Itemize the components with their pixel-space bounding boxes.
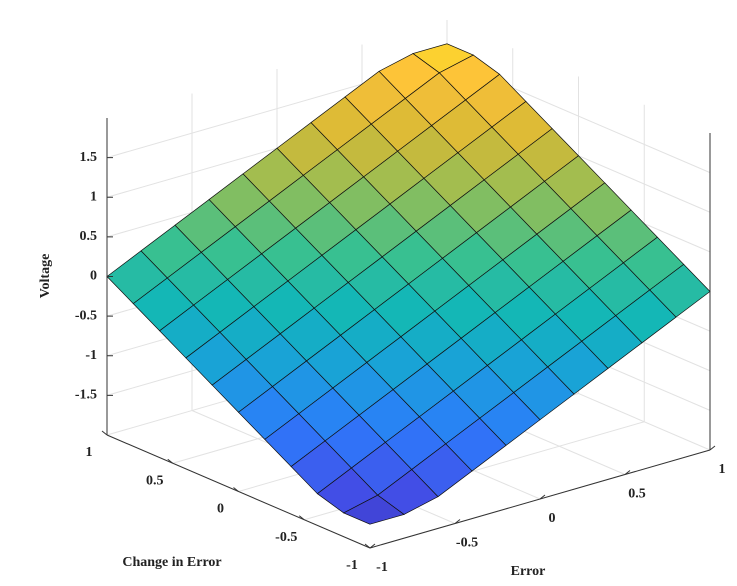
y-tick-label: -1 (346, 558, 358, 573)
x-tick-label: 0.5 (628, 487, 646, 502)
z-tick-label: -1 (85, 348, 97, 363)
y-tick-label: 1 (86, 445, 93, 460)
z-tick-label: 1 (90, 189, 97, 204)
z-tick-label: 0 (90, 269, 97, 284)
y-tick (233, 487, 239, 492)
y-tick-label: 0 (217, 502, 224, 517)
y-tick (101, 430, 108, 436)
x-tick-label: -0.5 (456, 536, 478, 551)
z-tick-label: -0.5 (75, 308, 97, 323)
z-axis-label: Voltage (38, 254, 53, 299)
y-tick (364, 543, 371, 549)
x-tick-label: -1 (376, 560, 388, 575)
x-tick (539, 494, 546, 500)
x-tick (369, 543, 376, 549)
y-tick (298, 515, 305, 521)
z-tick-label: 1.5 (80, 150, 98, 165)
z-tick-label: 0.5 (80, 229, 98, 244)
surface-patch (342, 494, 405, 525)
y-tick-label: -0.5 (275, 530, 297, 545)
x-tick (624, 470, 631, 475)
x-tick-label: 0 (549, 511, 556, 526)
x-axis-label: Error (511, 564, 546, 579)
surface (106, 43, 711, 525)
y-tick (167, 458, 174, 464)
x-tick-label: 1 (719, 462, 726, 477)
y-tick-label: 0.5 (146, 473, 164, 488)
y-axis-label: Change in Error (122, 555, 221, 570)
x-tick (709, 445, 716, 451)
z-tick-label: -1.5 (75, 388, 97, 403)
x-tick (454, 519, 461, 524)
